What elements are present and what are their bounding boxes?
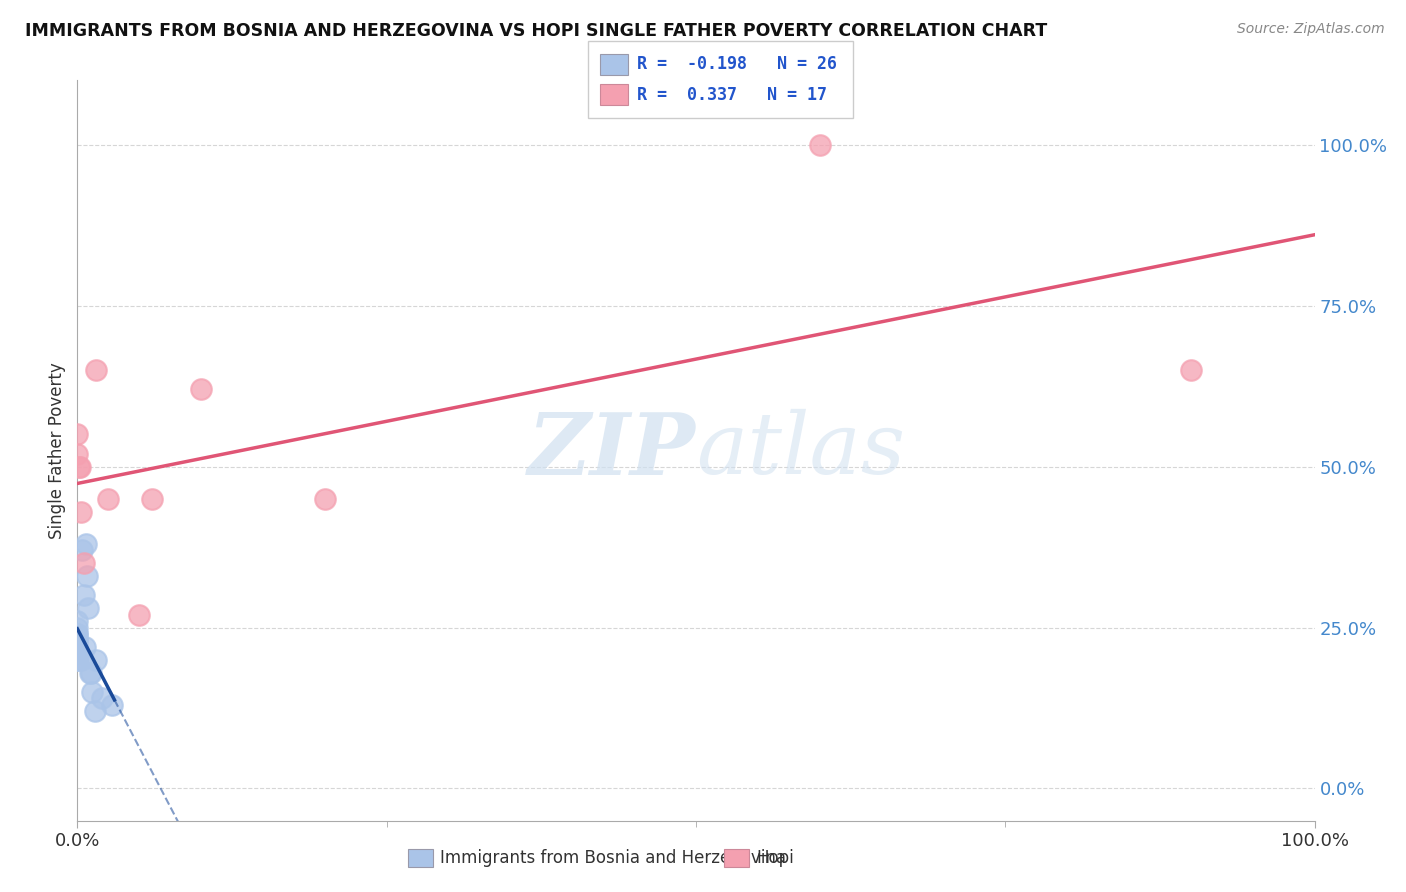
Point: [97, 491, 120, 506]
Point: [66, 633, 89, 648]
Point: [70, 505, 93, 519]
Point: [80, 665, 103, 680]
Text: R =  -0.198   N = 26: R = -0.198 N = 26: [637, 55, 837, 73]
Point: [1180, 363, 1202, 377]
Point: [66, 614, 89, 628]
Point: [66, 640, 89, 654]
Point: [77, 601, 100, 615]
Text: atlas: atlas: [696, 409, 905, 491]
Point: [190, 382, 212, 396]
Point: [84, 653, 107, 667]
Point: [66, 633, 89, 648]
Point: [66, 653, 89, 667]
Point: [101, 698, 124, 712]
Point: [66, 620, 89, 634]
Point: [128, 607, 150, 622]
Text: Source: ZipAtlas.com: Source: ZipAtlas.com: [1237, 22, 1385, 37]
Point: [66, 447, 89, 461]
Point: [83, 704, 105, 718]
Point: [66, 427, 89, 442]
Point: [84, 363, 107, 377]
Point: [91, 691, 114, 706]
Point: [66, 646, 89, 660]
Text: Immigrants from Bosnia and Herzegovina: Immigrants from Bosnia and Herzegovina: [440, 849, 786, 867]
Text: IMMIGRANTS FROM BOSNIA AND HERZEGOVINA VS HOPI SINGLE FATHER POVERTY CORRELATION: IMMIGRANTS FROM BOSNIA AND HERZEGOVINA V…: [25, 22, 1047, 40]
Point: [141, 491, 163, 506]
Point: [72, 588, 94, 602]
Text: Hopi: Hopi: [756, 849, 794, 867]
Point: [66, 640, 89, 654]
Point: [79, 665, 101, 680]
Text: R =  0.337   N = 17: R = 0.337 N = 17: [637, 86, 827, 103]
Point: [75, 537, 97, 551]
Point: [76, 569, 98, 583]
Point: [82, 685, 104, 699]
Point: [66, 653, 89, 667]
Point: [66, 627, 89, 641]
Point: [66, 646, 89, 660]
Point: [70, 653, 93, 667]
Point: [72, 543, 94, 558]
Point: [72, 556, 94, 570]
Point: [808, 137, 831, 152]
Y-axis label: Single Father Poverty: Single Father Poverty: [48, 362, 66, 539]
Point: [67, 459, 90, 474]
Point: [314, 491, 336, 506]
Point: [73, 640, 96, 654]
Point: [69, 459, 91, 474]
Text: ZIP: ZIP: [529, 409, 696, 492]
Point: [66, 627, 89, 641]
